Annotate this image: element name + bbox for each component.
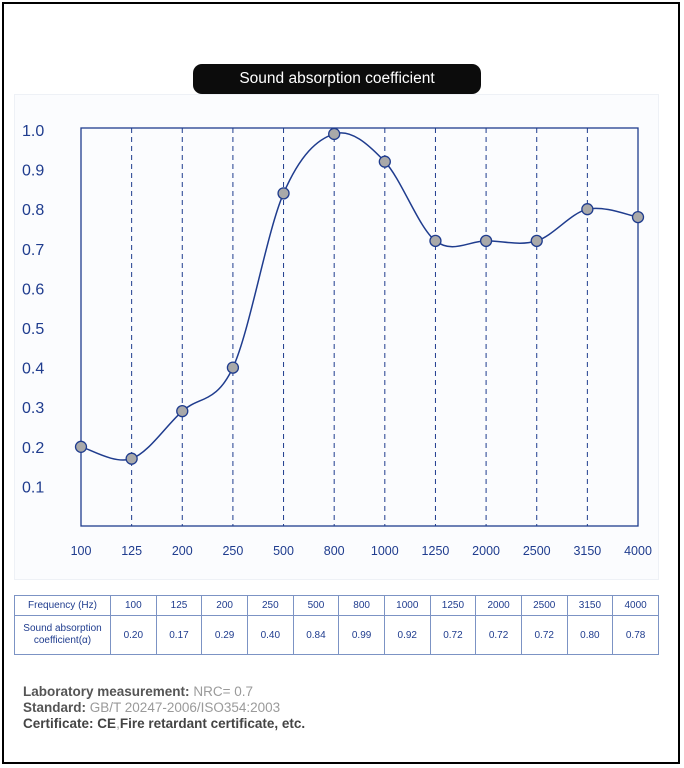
frequency-row: Frequency (Hz) 100 125 200 250 500 800 1000 125… xyxy=(14,594,659,617)
coefficient-cell: 0.20 xyxy=(110,615,157,655)
frequency-cell: 800 xyxy=(338,594,385,617)
x-tick-label: 1250 xyxy=(422,544,450,558)
y-tick-label: 0.5 xyxy=(22,321,44,338)
frequency-cell: 100 xyxy=(110,594,157,617)
data-table: Frequency (Hz) 100 125 200 250 500 800 1000 125… xyxy=(14,594,659,655)
x-tick-label: 2500 xyxy=(523,544,551,558)
chart-area xyxy=(14,94,659,580)
data-point-3150 xyxy=(581,203,594,216)
certificate-value-fire: Fire retardant certificate, etc. xyxy=(119,716,306,731)
chart-svg: 0.1 0.2 0.3 0.4 0.5 0.6 0.7 0.8 0.9 1.0 100 125 200… xyxy=(22,123,652,558)
frequency-cell: 4000 xyxy=(612,594,659,617)
data-point-1250 xyxy=(429,234,442,248)
coefficient-cell: 0.29 xyxy=(201,615,248,655)
footer: Laboratory measurement: NRC= 0.7 Standar… xyxy=(23,684,305,732)
data-points xyxy=(74,127,645,465)
coefficient-cell: 0.92 xyxy=(383,615,431,655)
data-point-2000 xyxy=(479,234,493,248)
certificate-value-ce: CE xyxy=(97,716,117,731)
frequency-cell: 2500 xyxy=(520,594,568,617)
lab-value: NRC= 0.7 xyxy=(193,684,253,699)
y-tick-label: 0.3 xyxy=(22,400,44,417)
y-axis-ticks: 0.1 0.2 0.3 0.4 0.5 0.6 0.7 0.8 0.9 1.0 xyxy=(22,123,44,496)
y-tick-label: 0.6 xyxy=(22,281,44,298)
x-tick-label: 500 xyxy=(273,544,294,558)
coefficient-header-line2: coefficient(α) xyxy=(33,635,92,647)
x-tick-label: 100 xyxy=(71,544,92,558)
data-point-1000 xyxy=(378,155,391,168)
data-point-800 xyxy=(328,127,341,141)
lab-measurement-line: Laboratory measurement: NRC= 0.7 xyxy=(23,684,305,700)
x-tick-label: 4000 xyxy=(624,544,652,558)
coefficient-cell: 0.40 xyxy=(246,615,294,655)
coefficient-header: Sound absorption coefficient(α) xyxy=(14,615,111,655)
coefficient-row: Sound absorption coefficient(α) 0.20 0.17… xyxy=(14,615,659,655)
data-point-125 xyxy=(125,452,138,465)
x-tick-label: 1000 xyxy=(371,544,399,558)
x-tick-label: 800 xyxy=(324,544,345,558)
standard-label: Standard: xyxy=(23,700,87,715)
certificate-label: Certificate: xyxy=(23,716,94,731)
coefficient-cell: 0.72 xyxy=(429,615,477,655)
plot-frame xyxy=(80,127,639,527)
data-point-500 xyxy=(277,187,290,200)
frequency-cell: 1250 xyxy=(429,594,477,617)
frequency-cell: 200 xyxy=(201,594,248,617)
certificate-separator: , xyxy=(116,716,120,731)
frequency-cell: 3150 xyxy=(566,594,614,617)
coefficient-cell: 0.80 xyxy=(566,615,614,655)
coefficient-cell: 0.84 xyxy=(292,615,340,655)
certificate-line: Certificate: CE,Fire retardant certifica… xyxy=(23,716,305,732)
data-point-250 xyxy=(226,361,240,374)
coefficient-cell: 0.99 xyxy=(338,615,385,655)
coefficient-header-line1: Sound absorption xyxy=(23,623,102,635)
series-line xyxy=(80,132,639,461)
x-axis-ticks: 100 125 200 250 500 800 1000 1250 2000 2500 3150 40… xyxy=(71,544,652,558)
y-tick-label: 0.7 xyxy=(22,242,44,259)
y-tick-label: 1.0 xyxy=(22,123,44,140)
frequency-cell: 1000 xyxy=(383,594,431,617)
x-tick-label: 125 xyxy=(121,544,142,558)
y-tick-label: 0.9 xyxy=(22,163,44,180)
x-tick-label: 250 xyxy=(222,544,243,558)
coefficient-cell: 0.72 xyxy=(475,615,522,655)
coefficient-cell: 0.72 xyxy=(520,615,568,655)
lab-label: Laboratory measurement: xyxy=(23,684,190,699)
standard-value: GB/T 20247-2006/ISO354:2003 xyxy=(89,700,281,715)
coefficient-cell: 0.78 xyxy=(612,615,659,655)
y-tick-label: 0.1 xyxy=(22,479,44,496)
chart-title: Sound absorption coefficient xyxy=(193,64,481,94)
grid-layer xyxy=(131,128,588,526)
x-tick-label: 200 xyxy=(172,544,193,558)
x-tick-label: 3150 xyxy=(573,544,601,558)
frequency-cell: 125 xyxy=(155,594,203,617)
y-tick-label: 0.8 xyxy=(22,202,44,219)
y-tick-label: 0.2 xyxy=(22,440,44,457)
coefficient-cell: 0.17 xyxy=(155,615,203,655)
frequency-cell: 500 xyxy=(292,594,340,617)
data-point-200 xyxy=(176,405,189,418)
frequency-cell: 2000 xyxy=(475,594,522,617)
x-tick-label: 2000 xyxy=(472,544,500,558)
data-point-2500 xyxy=(530,234,543,248)
frequency-header: Frequency (Hz) xyxy=(14,594,111,617)
data-point-100 xyxy=(74,440,88,453)
standard-line: Standard: GB/T 20247-2006/ISO354:2003 xyxy=(23,700,305,716)
frequency-cell: 250 xyxy=(246,594,294,617)
data-point-4000 xyxy=(631,210,645,224)
y-tick-label: 0.4 xyxy=(22,361,44,378)
